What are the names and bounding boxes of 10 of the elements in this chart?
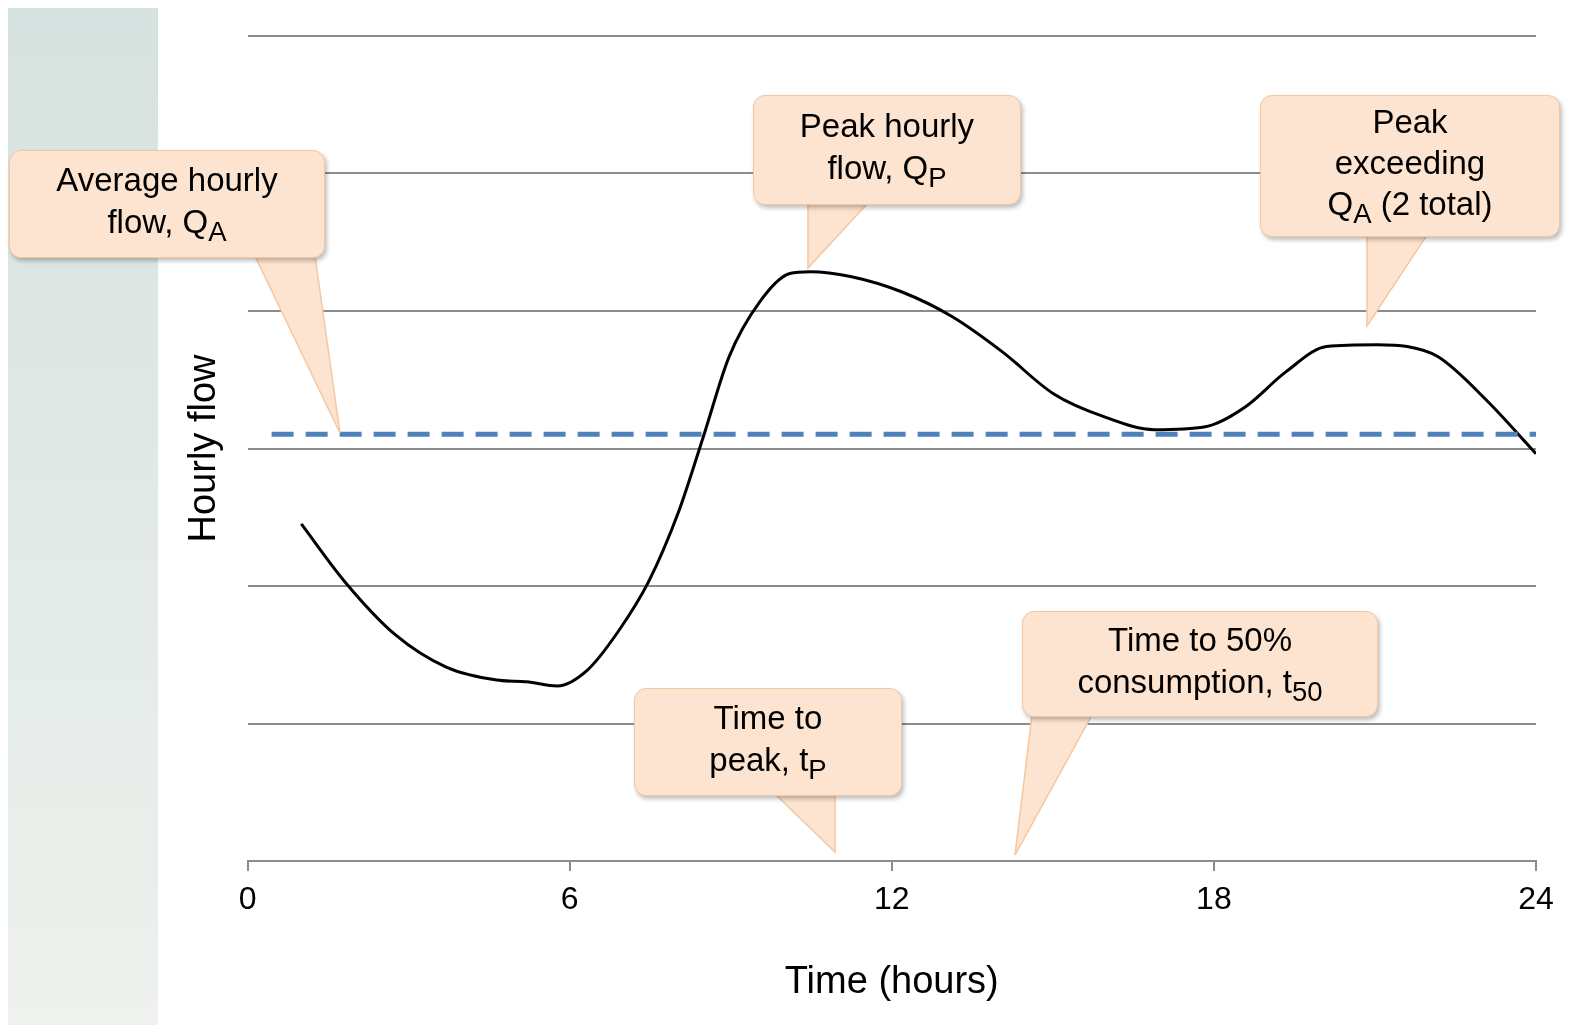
- callout-box: Peak exceeding Q$_{A}$ (2 total): [1260, 95, 1560, 237]
- x-axis-title: Time (hours): [784, 958, 999, 1001]
- annotation: Time to peak, t$_{P}$: [708, 698, 828, 787]
- x-tick-label: 6: [560, 880, 579, 917]
- y-axis-title: Hourly flow: [181, 353, 224, 543]
- x-tick-label: 18: [1196, 880, 1232, 917]
- annotation: Time to 50% consumption, t$_{50}$: [1076, 620, 1324, 709]
- x-tick-label: 12: [874, 880, 910, 917]
- x-tick-label: 24: [1518, 880, 1554, 917]
- x-tick-label: 0: [238, 880, 257, 917]
